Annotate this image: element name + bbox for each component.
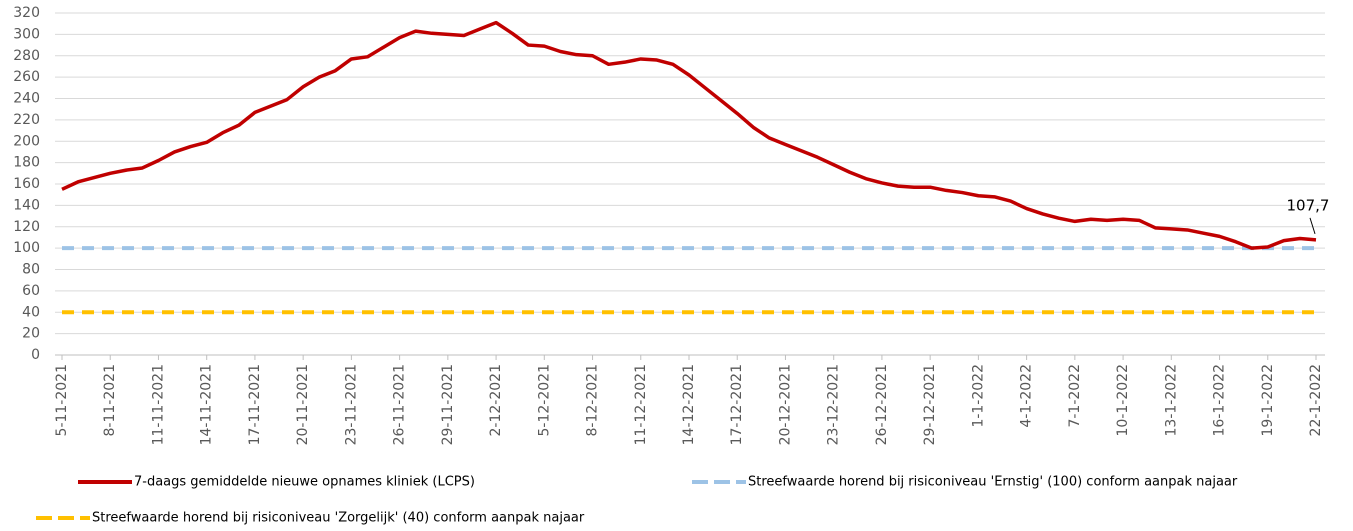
y-tick-label: 320 xyxy=(13,5,40,21)
y-tick-label: 180 xyxy=(13,155,40,171)
x-tick-label: 2-12-2021 xyxy=(488,364,504,436)
legend-label: 7-daags gemiddelde nieuwe opnames klinie… xyxy=(134,475,475,490)
y-tick-label: 100 xyxy=(13,240,40,256)
x-tick-label: 29-11-2021 xyxy=(440,364,456,445)
x-tick-label: 5-12-2021 xyxy=(536,364,552,436)
x-tick-label: 13-1-2022 xyxy=(1163,364,1179,436)
legend-label: Streefwaarde horend bij risiconiveau 'Zo… xyxy=(92,511,585,526)
x-tick-label: 7-1-2022 xyxy=(1067,364,1083,428)
legend: 7-daags gemiddelde nieuwe opnames klinie… xyxy=(36,475,1238,526)
y-tick-label: 20 xyxy=(22,326,40,342)
x-tick-label: 14-11-2021 xyxy=(199,364,215,445)
y-tick-label: 80 xyxy=(22,262,40,278)
y-tick-label: 280 xyxy=(13,48,40,64)
x-tick-label: 23-11-2021 xyxy=(343,364,359,445)
x-tick-label: 19-1-2022 xyxy=(1260,364,1276,436)
x-tick-label: 17-11-2021 xyxy=(247,364,263,445)
x-tick-label: 11-12-2021 xyxy=(633,364,649,445)
y-tick-label: 220 xyxy=(13,112,40,128)
x-tick-label: 26-12-2021 xyxy=(874,364,890,445)
x-tick-label: 17-12-2021 xyxy=(729,364,745,445)
y-tick-label: 260 xyxy=(13,69,40,85)
y-tick-label: 40 xyxy=(22,304,40,320)
y-tick-label: 0 xyxy=(31,347,40,363)
x-tick-label: 29-12-2021 xyxy=(922,364,938,445)
x-tick-label: 23-12-2021 xyxy=(826,364,842,445)
annotation-pointer xyxy=(1309,217,1316,235)
x-tick-label: 20-12-2021 xyxy=(777,364,793,445)
annotation: 107,7 xyxy=(1287,196,1330,214)
x-tick-label: 8-11-2021 xyxy=(102,364,118,436)
x-tick-label: 1-1-2022 xyxy=(970,364,986,428)
x-tick-label: 22-1-2022 xyxy=(1308,364,1324,436)
x-tick-label: 16-1-2022 xyxy=(1212,364,1228,436)
x-tick-label: 4-1-2022 xyxy=(1019,364,1035,428)
legend-label: Streefwaarde horend bij risiconiveau 'Er… xyxy=(748,475,1238,490)
x-tick-label: 20-11-2021 xyxy=(295,364,311,445)
y-tick-label: 140 xyxy=(13,197,40,213)
x-tick-label: 10-1-2022 xyxy=(1115,364,1131,436)
y-tick-label: 120 xyxy=(13,219,40,235)
y-tick-label: 200 xyxy=(13,133,40,149)
y-tick-label: 300 xyxy=(13,26,40,42)
y-tick-label: 60 xyxy=(22,283,40,299)
x-tick-label: 11-11-2021 xyxy=(150,364,166,445)
x-tick-label: 14-12-2021 xyxy=(681,364,697,445)
x-tick-label: 26-11-2021 xyxy=(392,364,408,445)
y-tick-label: 160 xyxy=(13,176,40,192)
series-line xyxy=(61,20,1317,250)
x-tick-label: 8-12-2021 xyxy=(585,364,601,436)
x-tick-label: 5-11-2021 xyxy=(54,364,70,436)
y-tick-label: 240 xyxy=(13,91,40,107)
